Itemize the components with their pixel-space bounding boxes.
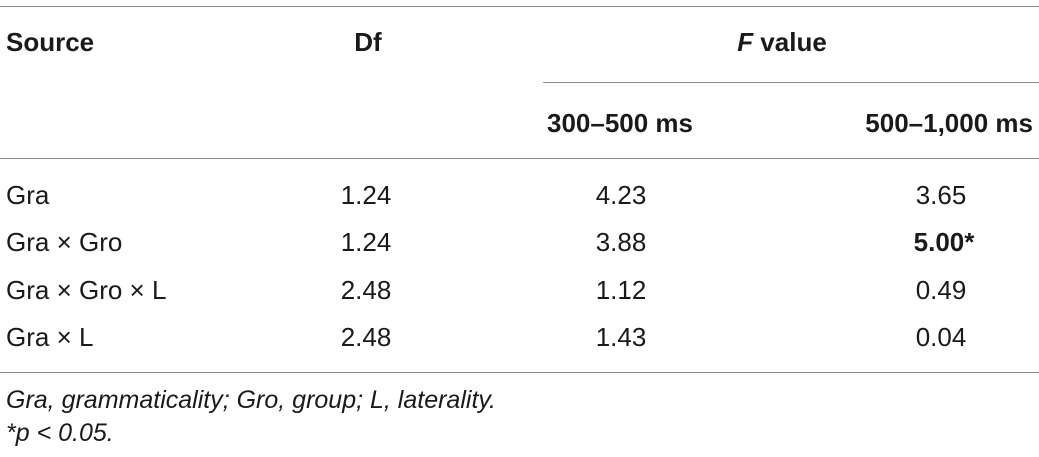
row-source: Gra × Gro: [6, 227, 123, 257]
row-500-1000: 0.04: [915, 322, 967, 352]
row-300-500: 1.43: [595, 322, 647, 352]
footnote-significance: *p < 0.05.: [6, 419, 114, 447]
header-f-value: F value: [737, 27, 827, 57]
row-300-500: 4.23: [595, 180, 647, 210]
header-source: Source: [6, 27, 95, 57]
row-500-1000-significant: 5.00*: [913, 227, 975, 257]
header-f-value-label: value: [753, 27, 827, 57]
header-f-letter: F: [737, 27, 754, 57]
row-source: Gra × L: [6, 322, 94, 352]
header-500-1000: 500–1,000 ms: [865, 108, 1033, 138]
row-df: 1.24: [340, 227, 392, 257]
row-df: 1.24: [340, 180, 392, 210]
row-500-1000: 3.65: [915, 180, 967, 210]
row-source: Gra × Gro × L: [6, 275, 167, 305]
row-df: 2.48: [340, 275, 392, 305]
row-df: 2.48: [340, 322, 392, 352]
row-source: Gra: [6, 180, 50, 210]
footnote-abbreviations: Gra, grammaticality; Gro, group; L, late…: [6, 386, 496, 414]
f-value-rule: [543, 82, 1039, 83]
row-300-500: 3.88: [595, 227, 647, 257]
row-500-1000: 0.49: [915, 275, 967, 305]
header-300-500: 300–500 ms: [546, 108, 694, 138]
row-300-500: 1.12: [595, 275, 647, 305]
header-bottom-rule: [0, 158, 1039, 159]
table-bottom-rule: [0, 372, 1039, 373]
header-df: Df: [354, 27, 382, 57]
top-rule: [0, 6, 1039, 7]
